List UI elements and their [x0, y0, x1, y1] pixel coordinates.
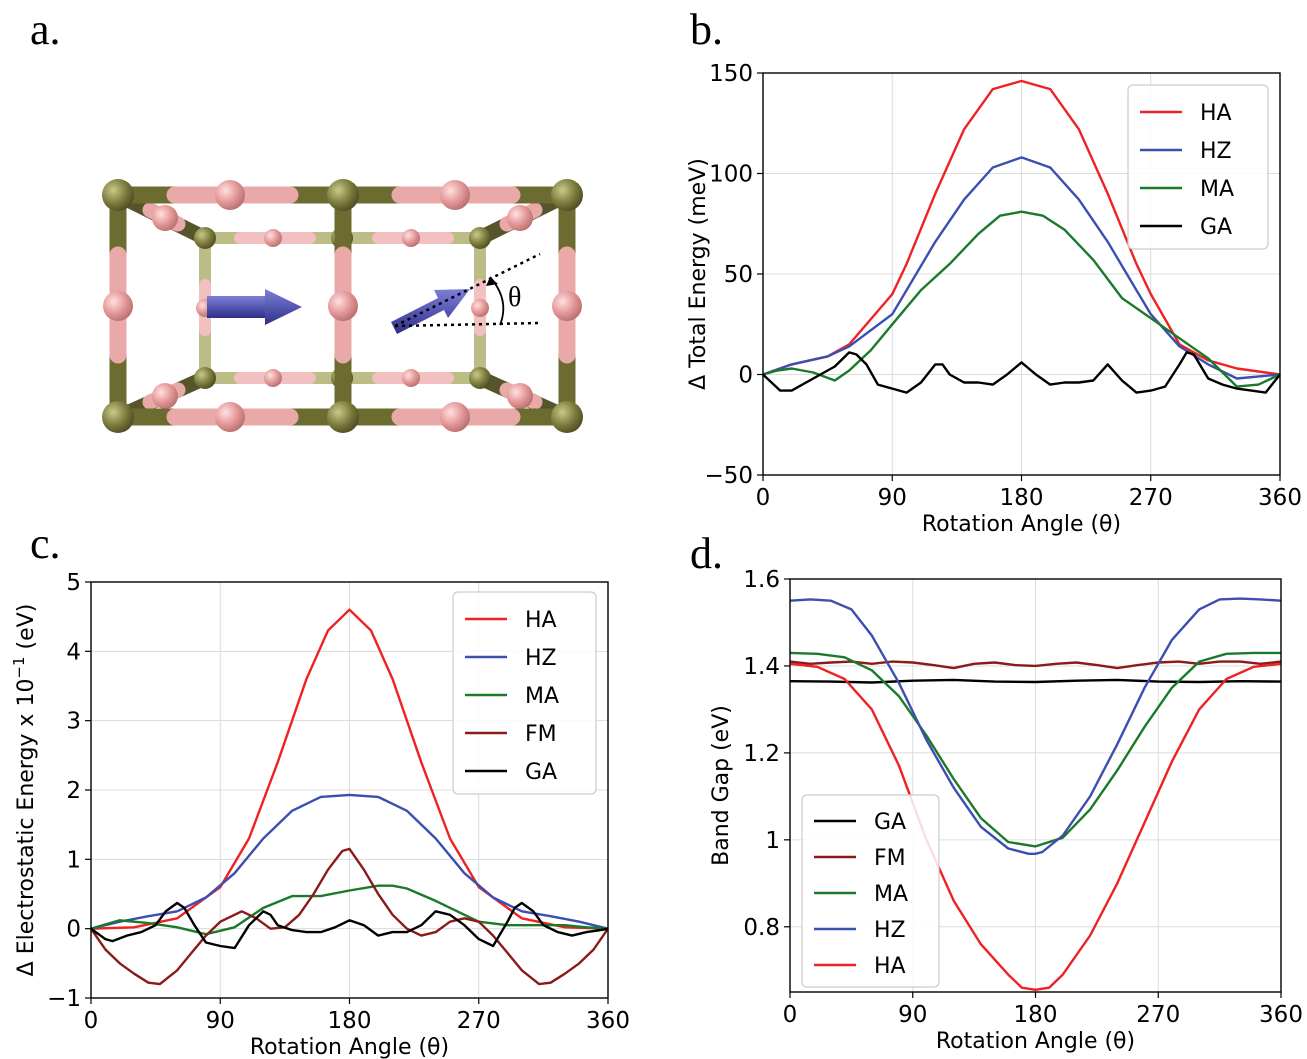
legend-label-ga: GA	[525, 760, 557, 785]
x-tick-label: 360	[586, 1008, 630, 1034]
series-line-ha	[789, 662, 1282, 991]
y-tick-label: 2	[66, 778, 81, 804]
legend-label-ma: MA	[874, 882, 908, 907]
panel-label-d: d.	[690, 529, 723, 578]
lattice-structure-illustration: θ	[102, 179, 583, 433]
y-tick-label: 0	[738, 363, 753, 389]
legend-label-fm: FM	[874, 846, 906, 871]
theta-angle-label: θ	[508, 282, 521, 313]
x-tick-label: 360	[1258, 485, 1302, 511]
y-axis-label-superscript: −1	[10, 656, 28, 678]
series-line-ma	[90, 884, 609, 936]
y-tick-label: 150	[709, 61, 753, 87]
y-tick-label: 0	[66, 917, 81, 943]
x-tick-label: 0	[783, 1002, 798, 1028]
series-line-ga	[762, 351, 1281, 394]
series-line-ma	[762, 210, 1281, 388]
x-tick-label: 270	[1136, 1002, 1180, 1028]
legend-label-ga: GA	[1200, 215, 1232, 240]
legend-box	[452, 591, 597, 795]
x-tick-label: 90	[206, 1008, 235, 1034]
x-tick-label: 0	[84, 1008, 99, 1034]
legend-label-hz: HZ	[1200, 139, 1232, 164]
y-tick-label: 50	[724, 262, 753, 288]
legend-label-hz: HZ	[874, 918, 906, 943]
series-line-hz	[789, 597, 1282, 855]
y-tick-label: −1	[47, 986, 81, 1012]
y-axis-label: Δ Total Energy (meV)	[686, 158, 711, 390]
x-axis-label: Rotation Angle (θ)	[922, 512, 1121, 537]
y-tick-label: 100	[709, 162, 753, 188]
y-tick-label: 0.8	[743, 915, 780, 941]
x-tick-label: 0	[756, 485, 771, 511]
legend-box	[801, 794, 940, 988]
y-tick-label: 3	[66, 709, 81, 735]
y-axis-label-text: Δ Electrostatic Energy x 10	[14, 679, 39, 977]
legend-label-ha: HA	[525, 608, 557, 633]
front-frame	[102, 179, 583, 433]
y-tick-label: 5	[66, 570, 81, 596]
x-tick-label: 270	[457, 1008, 501, 1034]
angle-indicator	[394, 252, 541, 328]
series-line-hz	[762, 156, 1281, 380]
legend-label-ha: HA	[874, 954, 906, 979]
x-tick-label: 360	[1259, 1002, 1303, 1028]
series-line-fm	[789, 660, 1282, 670]
y-tick-label: 1.4	[743, 654, 780, 680]
y-tick-label: 1	[66, 847, 81, 873]
legend-label-fm: FM	[525, 722, 557, 747]
y-axis-label: Band Gap (eV)	[709, 705, 734, 866]
series-line-fm	[90, 847, 609, 986]
panel-label-a: a.	[30, 5, 61, 54]
y-tick-label: 1	[765, 828, 780, 854]
series-line-ma	[789, 651, 1281, 848]
series-line-ga	[90, 901, 609, 950]
y-axis-label: Δ Electrostatic Energy x 10−1 (eV)	[10, 604, 39, 977]
x-tick-label: 90	[898, 1002, 927, 1028]
x-axis-label: Rotation Angle (θ)	[936, 1029, 1135, 1054]
y-axis-label-unit: (eV)	[14, 604, 39, 657]
x-tick-label: 180	[1000, 485, 1044, 511]
x-tick-label: 180	[328, 1008, 372, 1034]
legend-label-ga: GA	[874, 810, 906, 835]
y-tick-label: 1.2	[743, 741, 780, 767]
legend-label-hz: HZ	[525, 646, 557, 671]
legend-box	[1127, 84, 1269, 250]
legend-label-ha: HA	[1200, 101, 1232, 126]
series-line-ha	[762, 79, 1281, 376]
legend-label-ma: MA	[1200, 177, 1234, 202]
x-tick-label: 90	[878, 485, 907, 511]
panel-label-c: c.	[30, 519, 61, 568]
spin-arrow-left	[207, 289, 302, 325]
y-tick-label: −50	[704, 463, 753, 489]
y-tick-label: 4	[66, 639, 81, 665]
series-line-ga	[789, 678, 1282, 684]
y-tick-label: 1.6	[743, 567, 780, 593]
x-tick-label: 270	[1129, 485, 1173, 511]
x-tick-label: 180	[1014, 1002, 1058, 1028]
series-line-hz	[90, 793, 609, 930]
spin-arrow-right	[391, 289, 470, 334]
legend-label-ma: MA	[525, 684, 559, 709]
panel-label-b: b.	[690, 5, 723, 54]
x-axis-label: Rotation Angle (θ)	[250, 1035, 449, 1059]
